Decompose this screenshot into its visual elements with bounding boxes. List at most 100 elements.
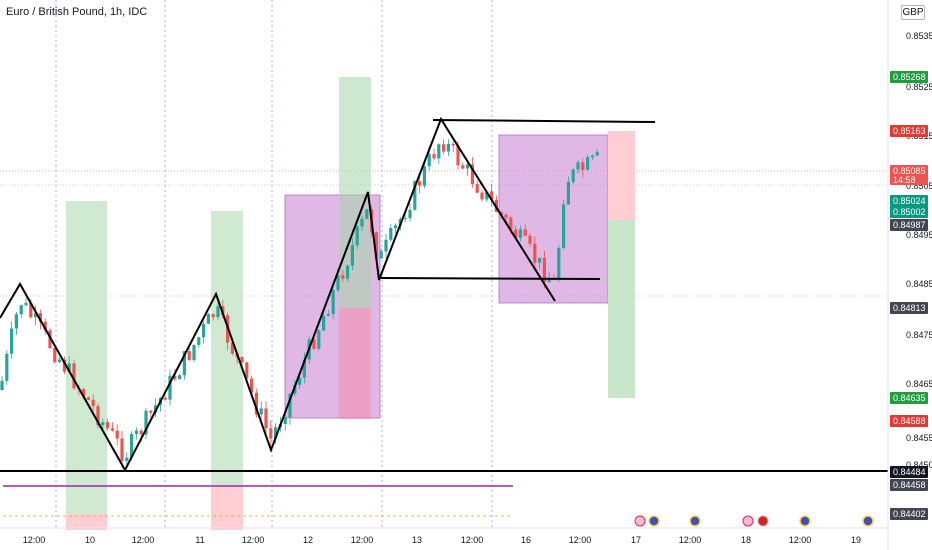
event-flag-icon xyxy=(757,515,769,527)
zigzag-line xyxy=(0,116,556,473)
candle xyxy=(533,236,537,270)
time-tick-label: 19 xyxy=(851,535,861,545)
candle xyxy=(365,208,369,220)
time-tick-label: 11 xyxy=(195,535,204,545)
candle xyxy=(389,223,393,243)
candle xyxy=(62,356,66,375)
candle xyxy=(528,233,532,248)
top-line xyxy=(432,119,656,123)
time-tick-label: 12:00 xyxy=(351,535,374,545)
currency-button[interactable]: GBP xyxy=(901,5,925,20)
candle xyxy=(19,304,23,319)
candle xyxy=(110,422,114,432)
time-tick-label: 12:00 xyxy=(242,535,265,545)
candle xyxy=(542,251,546,289)
candle xyxy=(168,370,172,406)
price-tag: 0.85024 xyxy=(890,195,928,207)
candle xyxy=(24,297,28,307)
candle xyxy=(557,245,561,282)
event-flag-icon xyxy=(799,515,811,527)
price-tag-label: 0.84484 xyxy=(893,467,926,477)
time-tick-label: 17 xyxy=(631,535,641,545)
red-zone-2 xyxy=(211,487,243,530)
candle xyxy=(360,215,364,231)
price-tag-label: 0.85268 xyxy=(893,72,926,82)
candle xyxy=(346,264,350,282)
price-tag-label: 0.84635 xyxy=(893,393,926,403)
candle xyxy=(178,373,182,380)
candle xyxy=(442,139,446,155)
candle xyxy=(590,154,594,160)
time-tick-label: 12:00 xyxy=(132,535,155,545)
candle xyxy=(96,403,100,429)
price-tag: 0.84402 xyxy=(890,508,928,520)
candle xyxy=(586,154,590,171)
time-tick-label: 18 xyxy=(741,535,751,545)
event-flag-icon xyxy=(742,515,754,527)
candle xyxy=(53,344,57,364)
event-flag-icon xyxy=(862,515,874,527)
candle xyxy=(379,248,383,259)
candle xyxy=(283,412,287,431)
candle xyxy=(206,312,210,324)
candle xyxy=(197,336,201,348)
candle xyxy=(86,396,90,401)
red-zone-1 xyxy=(66,514,107,530)
candle xyxy=(216,302,220,321)
price-tag: 0.85163 xyxy=(890,125,928,137)
time-tick-label: 12 xyxy=(303,535,313,545)
candle xyxy=(341,270,345,282)
symbol-title[interactable]: Euro / British Pound, 1h, IDC xyxy=(6,6,148,18)
candle xyxy=(538,257,542,270)
candle xyxy=(144,407,148,440)
candle xyxy=(302,352,306,384)
candle xyxy=(259,401,263,420)
price-tag-label: 0.85163 xyxy=(893,126,926,136)
candle xyxy=(125,452,129,466)
candle xyxy=(192,344,196,363)
time-tick-label: 12:00 xyxy=(461,535,484,545)
candle xyxy=(202,321,206,344)
candle xyxy=(437,143,441,165)
candle xyxy=(10,321,14,359)
candle xyxy=(475,180,479,194)
price-axis: 0.853500.852500.851500.850500.849500.848… xyxy=(887,0,932,550)
price-tag: 0.84813 xyxy=(890,302,928,314)
session-separators xyxy=(55,0,493,528)
green-zone-1 xyxy=(66,201,107,514)
candle xyxy=(461,162,465,170)
price-tag: 0.84635 xyxy=(890,392,928,404)
red-zone-3 xyxy=(339,308,371,419)
price-tag-label: 0.84588 xyxy=(893,416,926,426)
time-tick-label: 12:00 xyxy=(23,535,46,545)
green-zone-3 xyxy=(339,77,371,308)
candle xyxy=(350,238,354,271)
price-tag-label: 0.84458 xyxy=(893,480,926,490)
time-axis: 12:00 10 12:00 11 12:00 12 12:00 13 12:00 16 12:00… xyxy=(0,527,888,545)
time-tick-label: 16 xyxy=(521,535,531,545)
price-tag-label: 0.84813 xyxy=(893,303,926,313)
candle xyxy=(576,160,580,174)
candle xyxy=(0,376,4,391)
candle xyxy=(269,420,273,446)
price-tag: 0.84588 xyxy=(890,415,928,427)
time-tick-label: 12:00 xyxy=(789,535,812,545)
candle xyxy=(466,161,470,176)
candle xyxy=(562,199,566,250)
candle xyxy=(408,203,412,222)
candle xyxy=(43,318,47,335)
price-tag-label: 0.84987 xyxy=(893,220,926,230)
time-tick-label: 12:00 xyxy=(569,535,592,545)
countdown-label: 14:58 xyxy=(893,175,916,185)
candle xyxy=(595,149,599,157)
candle xyxy=(566,176,570,205)
candle xyxy=(115,424,119,446)
